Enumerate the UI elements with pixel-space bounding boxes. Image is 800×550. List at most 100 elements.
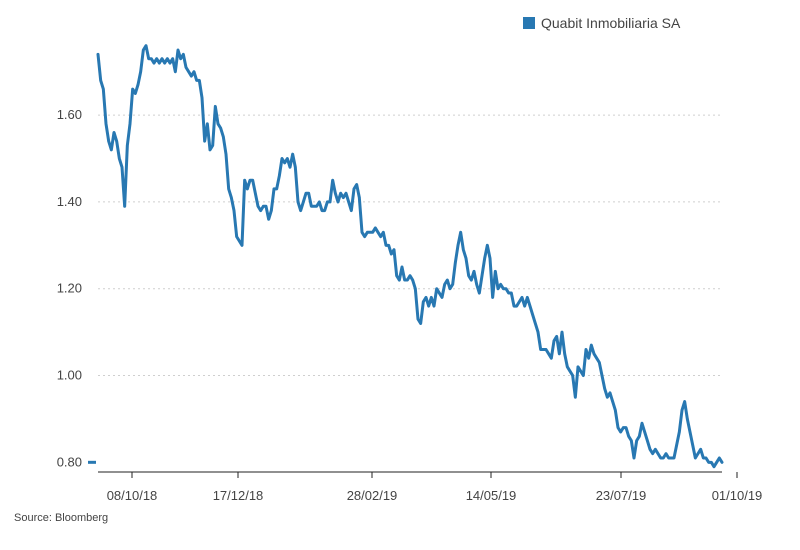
data-point: [443, 283, 446, 286]
data-point: [275, 187, 278, 191]
data-point: [256, 205, 260, 208]
data-point: [694, 456, 697, 460]
data-point: [238, 239, 241, 243]
data-points: [96, 44, 724, 468]
data-point: [336, 200, 340, 204]
data-point: [483, 257, 486, 260]
data-point: [118, 157, 121, 160]
data-point: [459, 231, 462, 234]
data-point: [523, 304, 526, 308]
data-point: [390, 252, 393, 256]
data-point: [142, 48, 145, 52]
data-point: [502, 287, 505, 290]
data-point: [195, 79, 198, 82]
data-point: [488, 257, 492, 260]
data-point: [704, 456, 708, 460]
data-point: [198, 79, 201, 82]
data-point: [464, 257, 468, 260]
data-point: [294, 166, 297, 169]
x-tick-label: 23/07/19: [596, 488, 647, 503]
data-point: [368, 231, 372, 234]
y-tick-label: 1.00: [57, 368, 82, 383]
data-point: [696, 452, 700, 455]
data-point: [246, 187, 249, 191]
data-point: [552, 339, 556, 342]
data-point: [360, 231, 364, 234]
data-point: [155, 57, 158, 60]
y-tick-label: 1.40: [57, 194, 82, 209]
data-point: [232, 209, 236, 212]
data-point: [224, 152, 228, 156]
data-point: [504, 287, 508, 290]
data-point: [712, 465, 716, 468]
data-point: [299, 209, 302, 212]
data-point: [651, 452, 654, 455]
data-point: [691, 443, 694, 447]
data-point: [363, 235, 366, 238]
data-point: [110, 148, 113, 152]
data-point: [558, 352, 561, 356]
data-point: [398, 278, 401, 282]
data-point: [326, 200, 329, 204]
data-point: [632, 456, 636, 460]
data-point: [147, 57, 150, 60]
data-point: [462, 248, 465, 251]
data-point: [526, 296, 529, 299]
data-point: [240, 244, 244, 247]
data-point: [576, 365, 580, 369]
data-point: [112, 131, 116, 134]
data-point: [638, 435, 641, 438]
data-point: [384, 244, 388, 247]
data-point: [104, 122, 108, 126]
data-point: [158, 61, 161, 65]
data-point: [248, 179, 252, 182]
data-point: [592, 352, 596, 356]
data-point: [614, 409, 617, 412]
data-point: [286, 157, 289, 160]
data-point: [264, 205, 268, 208]
data-point: [406, 278, 409, 282]
data-point: [672, 456, 676, 460]
data-point: [312, 205, 316, 208]
data-point: [432, 304, 436, 308]
data-point: [392, 248, 396, 251]
data-point: [358, 196, 361, 199]
data-point: [579, 369, 582, 373]
data-point: [267, 218, 270, 221]
data-point: [512, 304, 516, 308]
data-point: [635, 439, 638, 442]
data-point: [190, 74, 193, 78]
data-point: [131, 87, 134, 91]
data-point: [720, 461, 724, 464]
data-point: [216, 122, 220, 126]
data-point: [456, 244, 460, 247]
y-tick-label: 1.20: [57, 281, 82, 296]
legend-swatch: [523, 17, 535, 29]
data-point: [102, 87, 105, 91]
x-tick-label: 17/12/18: [213, 488, 264, 503]
data-point: [208, 148, 212, 152]
data-point: [440, 296, 444, 299]
data-point: [280, 157, 284, 160]
data-point: [168, 61, 172, 65]
data-point: [424, 296, 428, 299]
data-point: [566, 365, 569, 369]
data-point: [662, 456, 665, 460]
data-point: [510, 291, 513, 295]
data-point: [339, 192, 342, 195]
data-point: [352, 187, 356, 191]
data-point: [288, 166, 292, 169]
data-point: [251, 179, 254, 182]
data-point: [451, 283, 454, 286]
data-point: [379, 235, 382, 238]
data-point: [627, 435, 630, 438]
data-point: [550, 356, 553, 360]
data-point: [520, 296, 524, 299]
data-point: [166, 57, 169, 60]
data-point: [416, 317, 420, 321]
data-point: [654, 448, 657, 451]
data-point: [206, 122, 209, 126]
data-point: [531, 313, 534, 316]
data-point: [152, 61, 156, 65]
